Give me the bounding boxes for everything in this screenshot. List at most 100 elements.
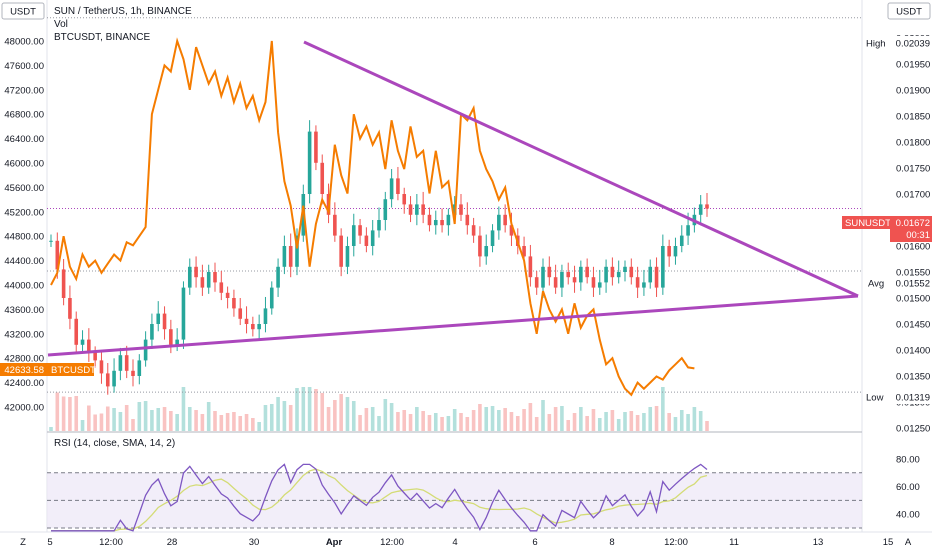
candle-body: [358, 225, 362, 236]
candle-body: [560, 272, 564, 288]
candle-body: [541, 266, 545, 288]
candle-body: [269, 287, 274, 309]
left-axis-tick: 47200.00: [4, 85, 44, 96]
candle-body: [383, 199, 388, 220]
bar-countdown: 00:31: [906, 230, 930, 241]
left-axis-tick: 46800.00: [4, 110, 44, 121]
avg-tag: [864, 276, 932, 290]
time-axis-tick: Apr: [326, 537, 343, 548]
left-axis-tick: 45600.00: [4, 183, 44, 194]
upper-trendline[interactable]: [303, 40, 859, 298]
candle-body: [591, 277, 596, 288]
candle-body: [459, 204, 463, 215]
sunusdt-tag: [842, 216, 890, 229]
volume-bar: [301, 387, 306, 431]
candle-body: [415, 204, 419, 215]
candle-body: [131, 370, 135, 376]
volume-bar: [320, 393, 325, 431]
candle-body: [194, 266, 198, 278]
volume-bar: [490, 406, 495, 431]
left-currency-label: USDT: [10, 7, 36, 18]
volume-bar: [339, 394, 343, 431]
time-axis[interactable]: 5 12:00 28 30 Apr 12:00 4 6 8 12:00 11 13 15: [47, 537, 893, 548]
volume-bar: [503, 408, 507, 431]
candle-body: [705, 204, 709, 209]
volume-bar: [232, 412, 236, 431]
volume-bar: [616, 419, 621, 431]
left-axis-tick: 42800.00: [4, 354, 44, 365]
volume-bar: [623, 412, 627, 431]
volume-bar: [648, 407, 653, 431]
candle-body: [112, 370, 116, 387]
rsi-pane: 80.00 60.00 40.00: [47, 454, 920, 532]
volume-bar: [377, 416, 381, 431]
volume-bar: [295, 388, 299, 431]
auto-scale-icon[interactable]: A: [905, 537, 912, 548]
candle-body: [421, 204, 425, 215]
volume-bar: [705, 421, 709, 431]
volume-bar: [49, 427, 53, 431]
left-axis-tick: 48000.00: [4, 37, 44, 48]
volume-bar: [698, 411, 703, 431]
btc-tag-label: BTCUSDT: [51, 365, 96, 376]
candle-body: [673, 246, 678, 257]
volume-bar: [80, 420, 85, 431]
candle-body: [534, 277, 539, 288]
time-axis-tick: 8: [609, 537, 614, 548]
left-axis-tick: 45200.00: [4, 207, 44, 218]
candle-body: [213, 272, 217, 283]
rsi-title[interactable]: RSI (14, close, SMA, 14, 2): [54, 438, 175, 449]
volume-bar: [635, 415, 640, 431]
volume-bar: [181, 387, 186, 431]
lower-trendline[interactable]: [47, 294, 859, 357]
candle-body: [320, 162, 325, 194]
volume-bar: [143, 401, 148, 431]
time-axis-tick: 15: [883, 537, 894, 548]
left-price-axis[interactable]: 48000.00 47600.00 47200.00 46800.00 46400.00…: [4, 37, 44, 414]
candle-body: [402, 194, 407, 205]
candle-body: [446, 214, 451, 226]
chart-title[interactable]: SUN / TetherUS, 1h, BINANCE: [54, 6, 192, 17]
left-currency-button[interactable]: [1, 2, 45, 20]
rsi-axis-tick: 40.00: [896, 510, 920, 521]
volume-bar: [509, 412, 514, 431]
volume-bar: [150, 410, 154, 431]
candle-body: [604, 266, 608, 283]
candle-body: [667, 246, 671, 257]
volume-bar: [257, 422, 261, 431]
volume-bar: [433, 413, 438, 431]
volume-bar: [585, 416, 589, 431]
candle-body: [364, 235, 369, 246]
candle-body: [686, 225, 690, 236]
candle-body: [698, 204, 703, 215]
volume-bar: [137, 402, 142, 431]
volume-bar: [68, 397, 72, 431]
candle-body: [471, 225, 476, 236]
volume-legend[interactable]: Vol: [54, 19, 68, 30]
volume-bar: [383, 399, 388, 431]
volume-bar: [408, 414, 413, 431]
right-axis-tick: 0.01250: [896, 424, 930, 435]
candle-body: [522, 246, 526, 257]
candle-body: [642, 282, 646, 288]
time-axis-tick: 12:00: [664, 537, 688, 548]
trendlines[interactable]: [47, 40, 859, 357]
volume-bar: [541, 400, 545, 431]
right-currency-label: USDT: [896, 7, 922, 18]
time-axis-tick: 11: [729, 537, 739, 548]
right-currency-button[interactable]: [887, 2, 931, 20]
compare-legend[interactable]: BTCUSDT, BINANCE: [54, 32, 150, 43]
candle-body: [244, 318, 249, 324]
candle-body: [55, 240, 60, 270]
candle-body: [314, 131, 318, 163]
left-axis-tick: 46000.00: [4, 159, 44, 170]
candle-body: [307, 131, 312, 194]
candle-body: [616, 272, 621, 278]
volume-bar: [547, 414, 552, 431]
right-axis-tick: 0.01500: [896, 294, 930, 305]
volume-bar: [194, 410, 198, 431]
candle-body: [93, 352, 97, 361]
zoom-icon[interactable]: Z: [20, 537, 26, 548]
volume-bar: [118, 412, 123, 431]
